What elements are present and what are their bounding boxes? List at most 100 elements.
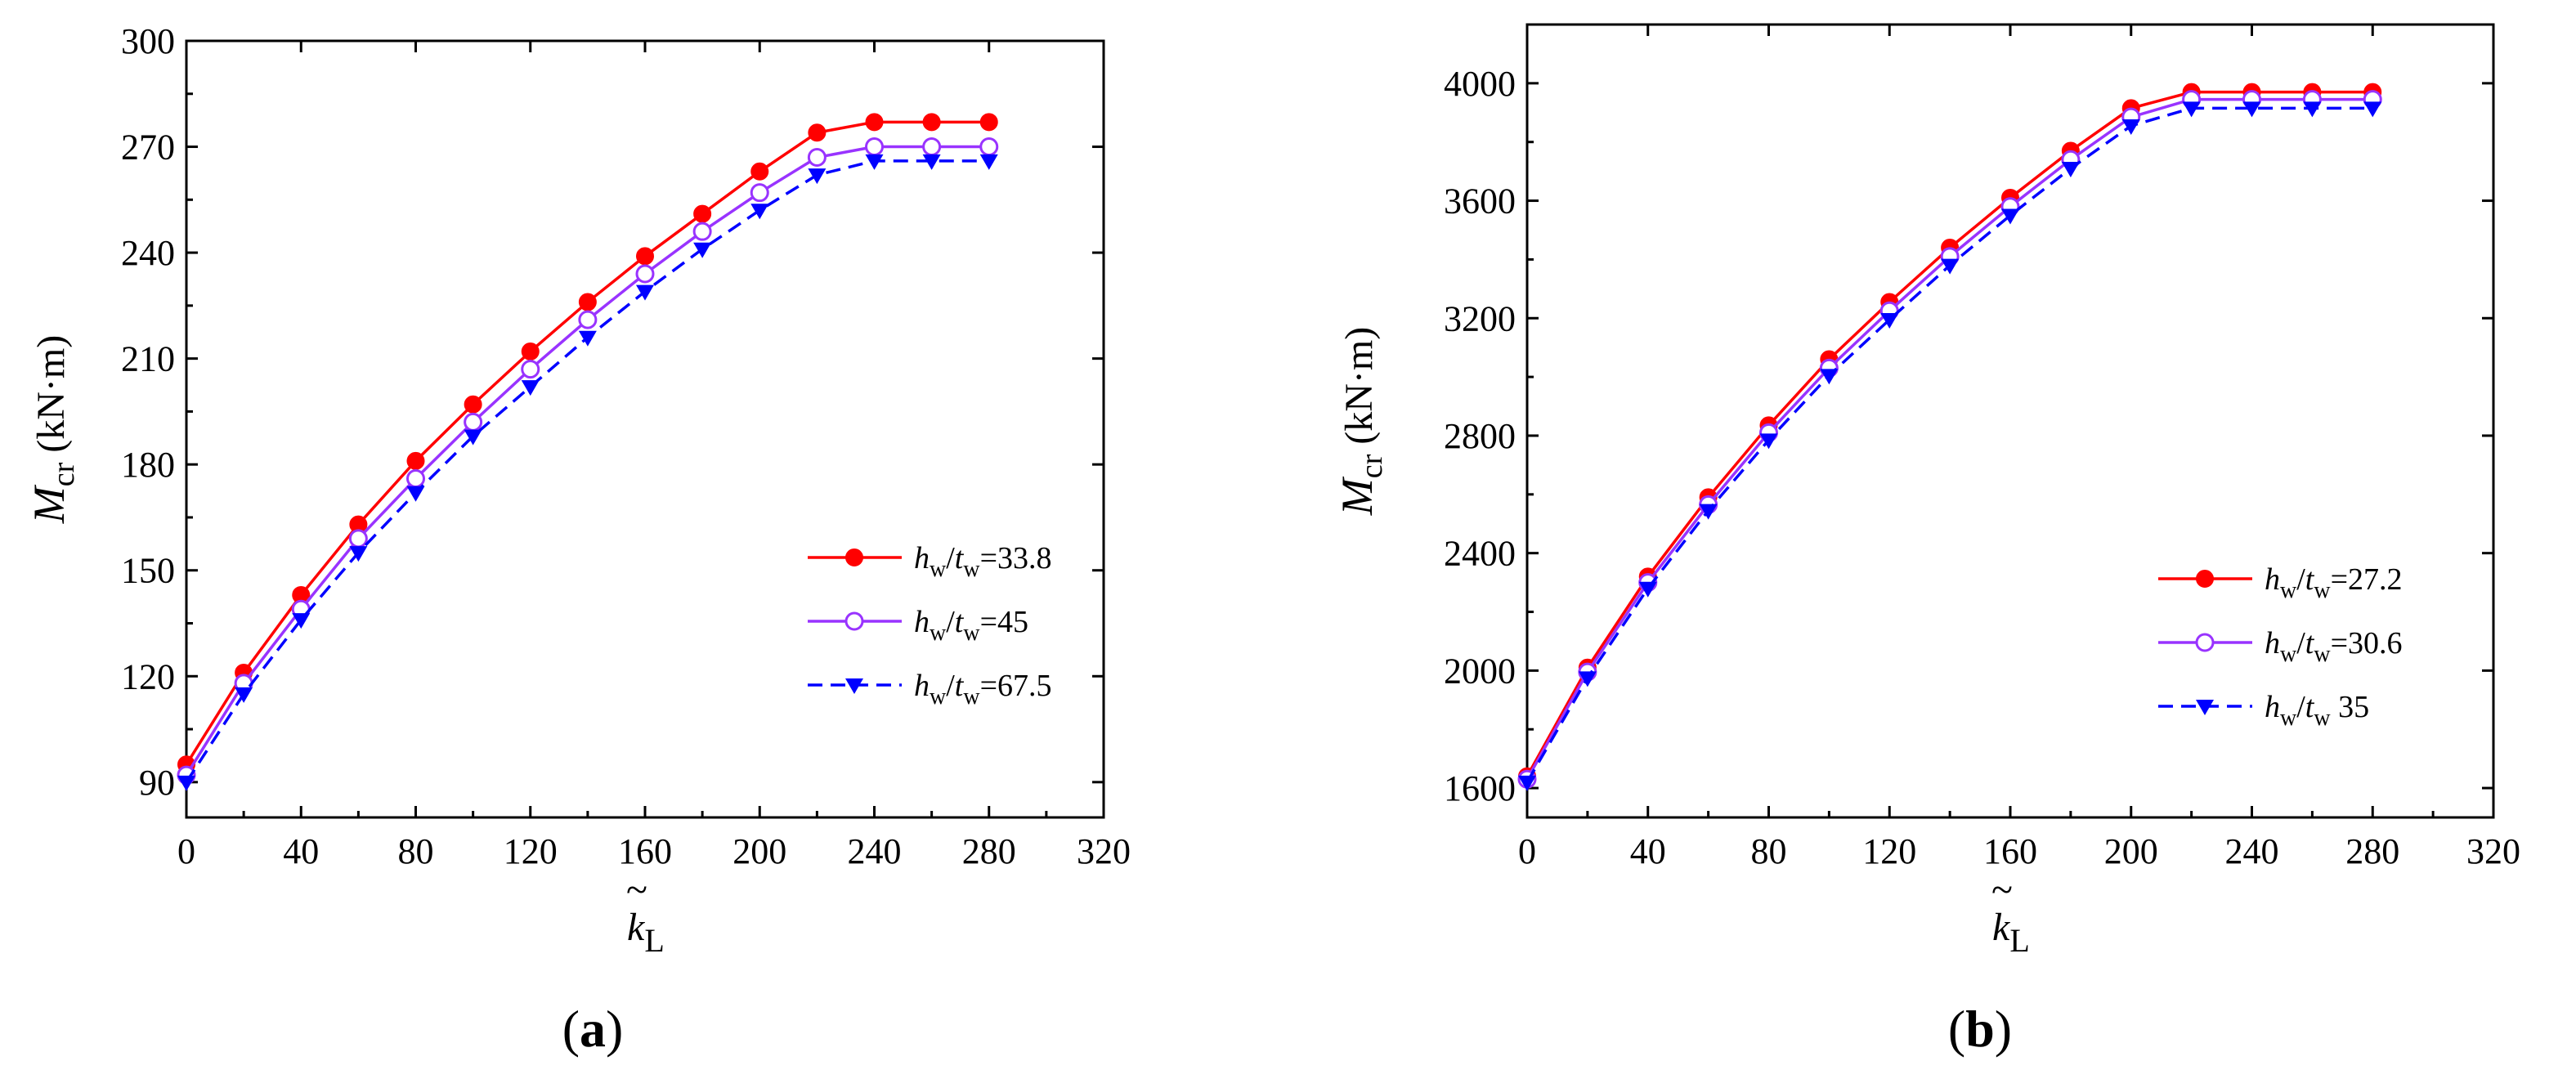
legend-h: h <box>2265 626 2280 660</box>
legend-value: =27.2 <box>2331 562 2403 597</box>
x-tick-label: 240 <box>2225 831 2279 871</box>
legend-h: h <box>914 605 930 639</box>
legend-label: hw/tw=45 <box>914 605 1028 646</box>
y-tick-label: 3600 <box>1444 181 1516 222</box>
x-tick-label: 280 <box>962 831 1016 871</box>
data-point <box>2363 101 2382 118</box>
data-point <box>808 168 827 185</box>
data-point <box>235 687 253 703</box>
data-point <box>1638 581 1657 598</box>
x-tick-label: 40 <box>1630 831 1666 871</box>
legend-slash: / <box>2296 626 2305 660</box>
x-axis-title-tilde: ~ <box>626 868 647 911</box>
x-tick-label: 320 <box>2466 831 2520 871</box>
legend-label: hw/tw 35 <box>2265 690 2369 731</box>
data-point <box>2303 101 2322 118</box>
y-tick-label: 180 <box>121 445 175 485</box>
x-tick-label: 280 <box>2345 831 2399 871</box>
caption-letter: b <box>1965 1000 1995 1058</box>
legend-h: h <box>2265 690 2280 724</box>
legend-value: =67.5 <box>980 669 1052 703</box>
series-line <box>1525 97 2373 781</box>
data-point <box>635 264 655 284</box>
data-point <box>406 468 425 488</box>
data-point <box>979 137 999 157</box>
x-axis-title-sub: L <box>644 922 664 959</box>
x-axis-title: kL <box>1992 906 2030 959</box>
data-point <box>2001 208 2019 225</box>
data-point <box>750 183 769 203</box>
x-tick-label: 0 <box>1518 831 1536 871</box>
series-line <box>1525 90 2373 777</box>
data-point <box>750 162 769 181</box>
x-tick-label: 200 <box>732 831 786 871</box>
x-tick-label: 240 <box>848 831 902 871</box>
y-tick-label: 300 <box>121 21 175 61</box>
x-axis-title-tilde: ~ <box>1991 868 2013 911</box>
data-point <box>1880 313 1899 329</box>
legend-t-sub: w <box>2314 578 2331 603</box>
legend-value: 35 <box>2331 690 2370 724</box>
data-point <box>464 429 482 445</box>
legend-swatch-marker <box>2196 570 2214 588</box>
legend-swatch-marker <box>2196 700 2214 715</box>
legend-label: hw/tw=33.8 <box>914 541 1052 582</box>
panel-caption: (a) <box>562 1000 624 1058</box>
data-point <box>865 113 884 132</box>
y-tick-label: 150 <box>121 551 175 591</box>
x-tick-label: 200 <box>2104 831 2158 871</box>
legend-value: =33.8 <box>980 541 1052 575</box>
legend-h: h <box>2265 562 2280 597</box>
data-point <box>464 395 482 414</box>
legend-t-sub: w <box>963 620 980 646</box>
data-point <box>807 148 827 167</box>
legend-t: t <box>2305 562 2315 597</box>
caption-close: ) <box>606 1000 623 1058</box>
caption-close: ) <box>1995 1000 2012 1058</box>
data-point <box>750 204 769 220</box>
y-axis-title: Mcr (kN·m) <box>25 335 81 524</box>
legend-t: t <box>2305 626 2315 660</box>
data-point <box>1820 369 1839 385</box>
y-axis-title-sub: cr <box>47 462 81 486</box>
legend-t: t <box>955 541 965 575</box>
x-tick-label: 320 <box>1077 831 1131 871</box>
series-line <box>185 145 989 777</box>
data-point <box>692 222 712 241</box>
x-axis-title-main: k <box>627 906 646 949</box>
x-tick-label: 160 <box>1983 831 2037 871</box>
x-tick-label: 80 <box>398 831 434 871</box>
data-point <box>578 330 597 347</box>
data-point <box>922 113 941 132</box>
legend-h-sub: w <box>2280 578 2297 603</box>
x-tick-label: 0 <box>177 831 195 871</box>
x-tick-label: 80 <box>1751 831 1787 871</box>
legend-h-sub: w <box>930 557 947 582</box>
legend-swatch-marker <box>844 611 864 631</box>
legend-h-sub: w <box>2280 705 2297 731</box>
legend-slash: / <box>2296 562 2305 597</box>
data-point <box>2182 101 2201 118</box>
legend-value: =30.6 <box>2331 626 2403 660</box>
x-tick-label: 160 <box>618 831 672 871</box>
legend: hw/tw=27.2hw/tw=30.6hw/tw 35 <box>2158 562 2403 731</box>
y-axis-title-main: M <box>1333 476 1382 516</box>
data-point <box>693 242 712 258</box>
data-point <box>521 343 540 360</box>
y-tick-label: 1600 <box>1444 768 1516 808</box>
data-point <box>693 204 712 223</box>
data-point <box>578 293 597 311</box>
series-line <box>1525 106 2373 783</box>
legend-swatch-marker <box>845 548 863 566</box>
y-tick-label: 270 <box>121 128 175 168</box>
data-point <box>2121 119 2140 135</box>
data-point <box>1518 775 1536 791</box>
legend-t-sub: w <box>963 684 980 710</box>
legend-h-sub: w <box>930 684 947 710</box>
data-point <box>349 546 368 562</box>
chart-a: 0 40 80 120 160 200 240 280 320 90 120 150 180 210 240… <box>25 21 1131 1058</box>
series-0 <box>1518 83 2382 786</box>
legend-slash: / <box>946 541 955 575</box>
series-1 <box>177 137 999 785</box>
